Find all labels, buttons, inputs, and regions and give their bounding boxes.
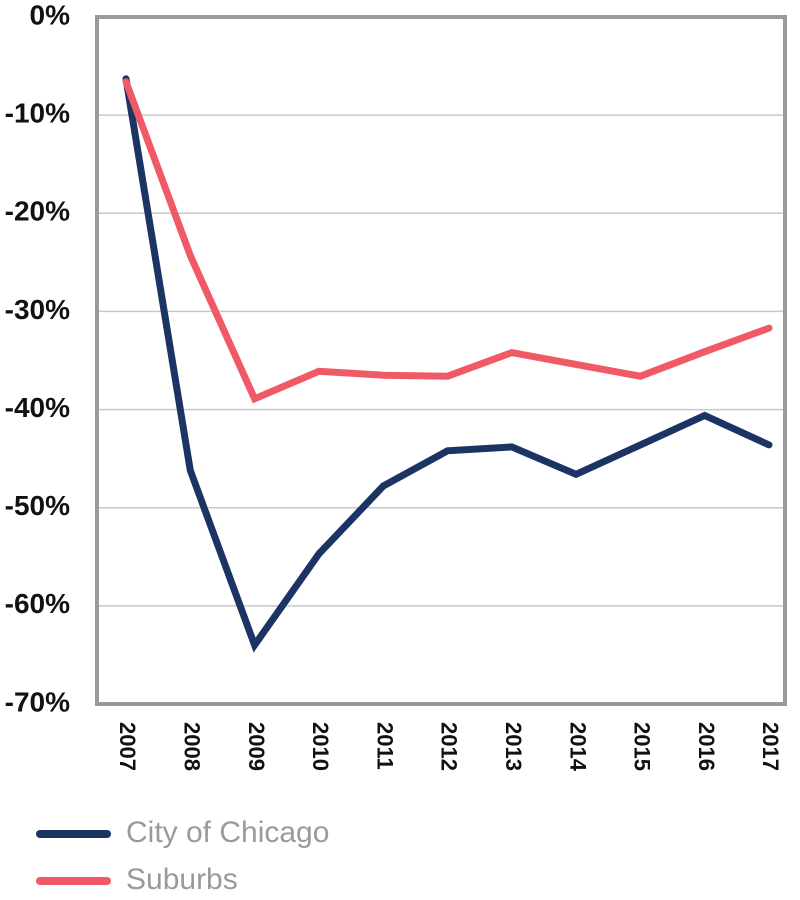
y-tick-label: 0%	[30, 0, 71, 30]
x-tick-label: 2014	[565, 722, 590, 772]
legend: City of Chicago Suburbs	[36, 816, 329, 896]
y-tick-label: -70%	[5, 686, 70, 717]
series-0	[122, 75, 773, 653]
x-tick-label: 2017	[758, 722, 783, 771]
x-tick-label: 2009	[244, 722, 269, 771]
legend-item: Suburbs	[36, 863, 238, 896]
x-axis-ticks: 2007 2008 2009 2010 2011 2012 2013 2014 2015 2016…	[115, 722, 783, 772]
y-tick-label: -40%	[5, 392, 70, 423]
x-tick-label: 2016	[694, 722, 719, 771]
y-tick-label: -30%	[5, 294, 70, 325]
y-tick-label: -20%	[5, 196, 70, 227]
x-tick-label: 2010	[308, 722, 333, 771]
x-tick-label: 2012	[437, 722, 462, 771]
x-tick-label: 2007	[115, 722, 140, 771]
x-tick-label: 2008	[179, 722, 204, 771]
y-tick-label: -10%	[5, 98, 70, 129]
series-lines	[122, 75, 773, 653]
x-tick-label: 2011	[372, 722, 397, 770]
x-tick-label: 2015	[630, 722, 655, 771]
y-axis-ticks: 0% -10% -20% -30% -40% -50% -60% -70%	[5, 0, 70, 717]
series-1	[122, 78, 773, 404]
legend-item: City of Chicago	[36, 816, 329, 849]
y-tick-label: -50%	[5, 490, 70, 521]
y-tick-label: -60%	[5, 588, 70, 619]
plot-frame	[95, 15, 787, 706]
x-tick-label: 2013	[501, 722, 526, 771]
legend-label: City of Chicago	[126, 816, 329, 849]
legend-label: Suburbs	[126, 863, 238, 896]
series-line	[122, 78, 773, 404]
